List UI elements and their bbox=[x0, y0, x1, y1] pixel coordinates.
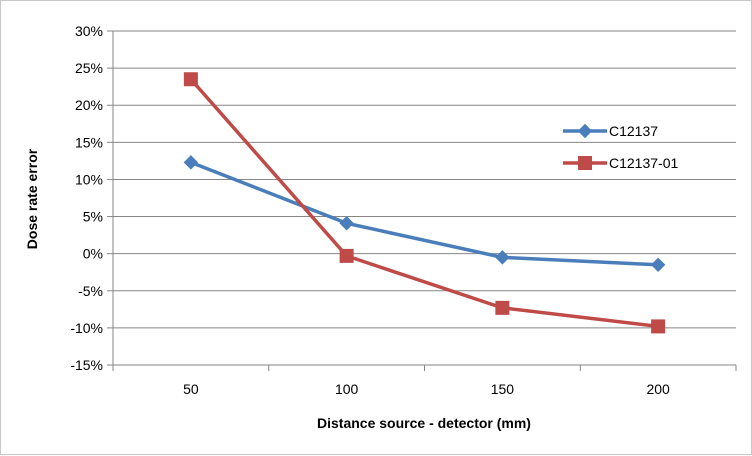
x-axis-title: Distance source - detector (mm) bbox=[317, 415, 531, 431]
y-axis-title: Dose rate error bbox=[24, 148, 40, 249]
series-c12137 bbox=[183, 155, 666, 273]
data-point bbox=[651, 319, 666, 334]
y-tick-label: 20% bbox=[75, 97, 103, 113]
legend-label: C12137-01 bbox=[609, 155, 678, 171]
data-point bbox=[183, 72, 198, 87]
y-tick-label: 10% bbox=[75, 171, 103, 187]
y-tick-label: -10% bbox=[70, 320, 103, 336]
series-c12137-01 bbox=[183, 72, 666, 334]
series-line bbox=[189, 78, 659, 329]
legend-marker bbox=[577, 123, 593, 139]
data-point bbox=[339, 248, 354, 263]
legend-marker bbox=[578, 156, 592, 170]
x-tick-label: 100 bbox=[335, 381, 359, 397]
y-tick-label: -5% bbox=[78, 283, 103, 299]
data-point bbox=[495, 250, 510, 265]
y-tick-label: 0% bbox=[83, 246, 103, 262]
data-point bbox=[339, 216, 354, 231]
y-tick-label: 30% bbox=[75, 23, 103, 39]
data-point bbox=[495, 300, 510, 315]
x-tick-label: 50 bbox=[183, 381, 199, 397]
y-tick-labels: 30% 25% 20% 15% 10% 5% 0% -5% -10% -15% bbox=[70, 23, 103, 373]
legend-item: C12137 bbox=[563, 123, 658, 139]
gridlines bbox=[107, 30, 737, 371]
legend: C12137 C12137-01 bbox=[563, 123, 678, 171]
y-tick-label: -15% bbox=[70, 357, 103, 373]
data-point bbox=[183, 155, 199, 170]
series-line bbox=[190, 160, 659, 267]
data-point bbox=[650, 257, 666, 273]
x-tick-label: 150 bbox=[491, 381, 515, 397]
series bbox=[183, 72, 666, 334]
legend-label: C12137 bbox=[609, 123, 658, 139]
y-tick-label: 5% bbox=[83, 209, 103, 225]
x-tick-labels: 50 100 150 200 bbox=[183, 381, 670, 397]
y-tick-label: 25% bbox=[75, 60, 103, 76]
legend-item: C12137-01 bbox=[563, 155, 678, 171]
axes bbox=[112, 31, 736, 366]
x-tick-label: 200 bbox=[646, 381, 670, 397]
y-tick-label: 15% bbox=[75, 134, 103, 150]
